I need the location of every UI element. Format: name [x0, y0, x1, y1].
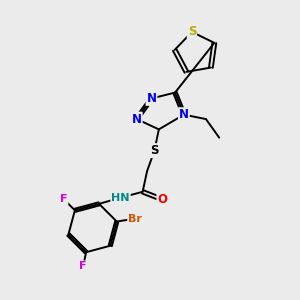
Text: F: F	[60, 194, 68, 204]
Text: HN: HN	[111, 193, 130, 203]
Text: N: N	[132, 112, 142, 126]
Text: O: O	[158, 193, 167, 206]
Text: N: N	[146, 92, 157, 105]
Text: N: N	[179, 108, 189, 121]
Text: Br: Br	[128, 214, 142, 224]
Text: S: S	[150, 144, 159, 157]
Text: S: S	[188, 26, 196, 38]
Text: F: F	[80, 261, 87, 271]
